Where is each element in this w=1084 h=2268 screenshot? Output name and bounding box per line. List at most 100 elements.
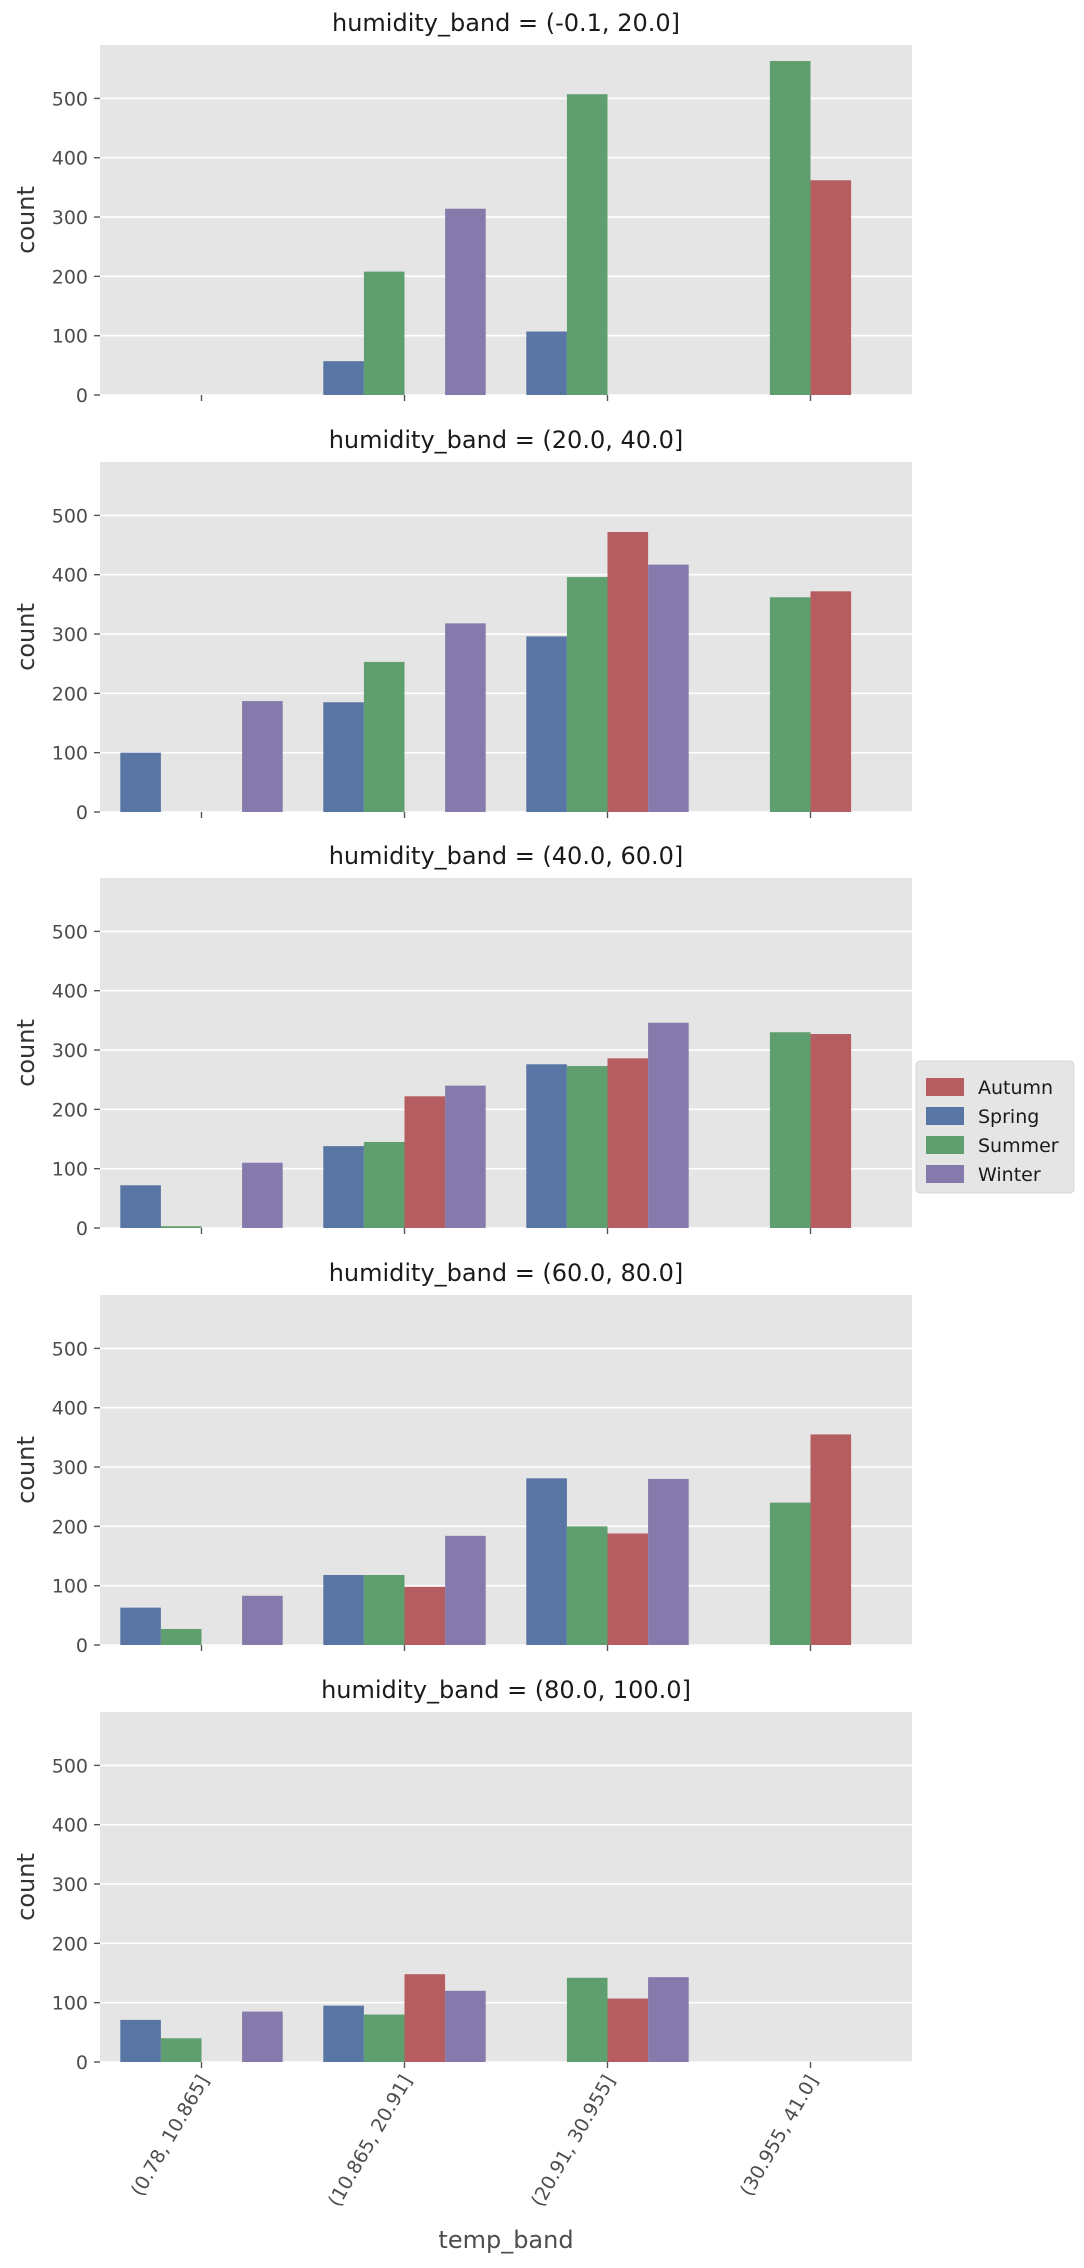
facet-panel: 0 100 200 300 400 500 humidity_band = (-0.1, 2… <box>12 9 912 407</box>
bar-summer <box>363 1575 405 1645</box>
bar-spring <box>526 636 567 812</box>
bar-autumn <box>404 1096 446 1228</box>
bar-summer <box>566 1526 608 1645</box>
y-tick-label: 0 <box>76 802 88 824</box>
bar-summer <box>769 1032 811 1228</box>
bar-summer <box>363 2014 405 2062</box>
bar-summer <box>566 1066 608 1228</box>
bar-winter <box>242 1162 283 1228</box>
bar-spring <box>323 2005 364 2062</box>
bar-summer <box>363 271 405 395</box>
bar-autumn <box>810 591 852 812</box>
y-tick-label: 200 <box>52 683 88 705</box>
y-tick-label: 400 <box>52 565 88 587</box>
y-tick-label: 400 <box>52 981 88 1003</box>
y-tick-label: 0 <box>76 385 88 407</box>
y-tick-label: 300 <box>52 1874 88 1896</box>
bar-winter <box>445 1535 486 1645</box>
y-axis-label: count <box>12 1019 40 1087</box>
y-axis-label: count <box>12 1436 40 1504</box>
facet-title: humidity_band = (80.0, 100.0] <box>321 1676 691 1704</box>
y-tick-label: 100 <box>52 1159 88 1181</box>
bar-winter <box>445 1990 486 2062</box>
bar-spring <box>323 1575 364 1645</box>
facet-panel: 0 100 200 300 400 500 humidity_band = (60.0, 8… <box>12 1259 912 1657</box>
y-tick-label: 0 <box>76 2052 88 2074</box>
bar-winter <box>648 1478 689 1645</box>
x-tick-label: (20.91, 30.955] <box>527 2072 620 2211</box>
y-tick-label: 200 <box>52 1516 88 1538</box>
y-axis-label: count <box>12 186 40 254</box>
bar-spring <box>120 2019 161 2062</box>
bar-summer <box>160 1226 202 1228</box>
facet-panel: 0 100 200 300 400 500 humidity_band = (80.0, 1… <box>12 1676 912 2074</box>
y-tick-label: 300 <box>52 1040 88 1062</box>
y-tick-label: 500 <box>52 1755 88 1777</box>
bar-autumn <box>607 1998 649 2062</box>
bar-winter <box>242 2011 283 2062</box>
bar-autumn <box>607 532 649 812</box>
bar-summer <box>566 94 608 395</box>
y-tick-label: 400 <box>52 1815 88 1837</box>
legend-label: Winter <box>978 1164 1041 1186</box>
legend-swatch-winter <box>926 1165 964 1183</box>
legend-label: Autumn <box>978 1077 1053 1099</box>
bar-winter <box>445 208 486 395</box>
bar-spring <box>323 361 364 395</box>
bar-autumn <box>404 1586 446 1645</box>
y-tick-label: 200 <box>52 1099 88 1121</box>
x-tick-label: (10.865, 20.91] <box>324 2072 417 2211</box>
bar-summer <box>160 2038 202 2062</box>
y-tick-label: 500 <box>52 88 88 110</box>
bar-summer <box>566 1977 608 2062</box>
y-tick-label: 200 <box>52 266 88 288</box>
bar-spring <box>323 1146 364 1228</box>
y-tick-label: 300 <box>52 624 88 646</box>
y-tick-label: 400 <box>52 148 88 170</box>
bar-spring <box>526 1478 567 1645</box>
bar-spring <box>120 1185 161 1228</box>
x-tick-label: (30.955, 41.0] <box>736 2072 823 2201</box>
bar-winter <box>648 564 689 812</box>
facet-panel: 0 100 200 300 400 500 humidity_band = (40.0, 6… <box>12 842 912 1240</box>
legend-swatch-autumn <box>926 1078 964 1096</box>
bar-winter <box>445 1085 486 1228</box>
facet-title: humidity_band = (60.0, 80.0] <box>329 1259 684 1287</box>
bar-summer <box>363 1141 405 1228</box>
bar-winter <box>242 1595 283 1645</box>
y-tick-label: 200 <box>52 1933 88 1955</box>
y-axis-label: count <box>12 1853 40 1921</box>
bar-autumn <box>810 180 852 395</box>
plot-background <box>100 1712 912 2062</box>
bar-winter <box>242 701 283 812</box>
facet-title: humidity_band = (20.0, 40.0] <box>329 426 684 454</box>
bar-summer <box>769 1502 811 1645</box>
y-tick-label: 500 <box>52 921 88 943</box>
bar-autumn <box>607 1058 649 1228</box>
bar-summer <box>769 597 811 812</box>
bar-winter <box>648 1977 689 2062</box>
bar-summer <box>363 661 405 812</box>
bar-spring <box>120 1607 161 1645</box>
bar-summer <box>769 61 811 396</box>
y-tick-label: 500 <box>52 505 88 527</box>
legend-label: Summer <box>978 1135 1059 1157</box>
bar-spring <box>323 702 364 812</box>
y-tick-label: 100 <box>52 326 88 348</box>
y-tick-label: 100 <box>52 1993 88 2015</box>
bar-spring <box>526 331 567 395</box>
bar-autumn <box>404 1974 446 2062</box>
y-tick-label: 400 <box>52 1398 88 1420</box>
y-tick-label: 300 <box>52 1457 88 1479</box>
bar-spring <box>526 1064 567 1228</box>
y-tick-label: 300 <box>52 207 88 229</box>
bar-autumn <box>607 1533 649 1645</box>
y-axis-label: count <box>12 603 40 671</box>
bar-summer <box>160 1628 202 1645</box>
bar-spring <box>120 752 161 812</box>
legend-swatch-summer <box>926 1136 964 1154</box>
facet-title: humidity_band = (-0.1, 20.0] <box>332 9 680 37</box>
legend-swatch-spring <box>926 1107 964 1125</box>
bar-winter <box>648 1022 689 1228</box>
